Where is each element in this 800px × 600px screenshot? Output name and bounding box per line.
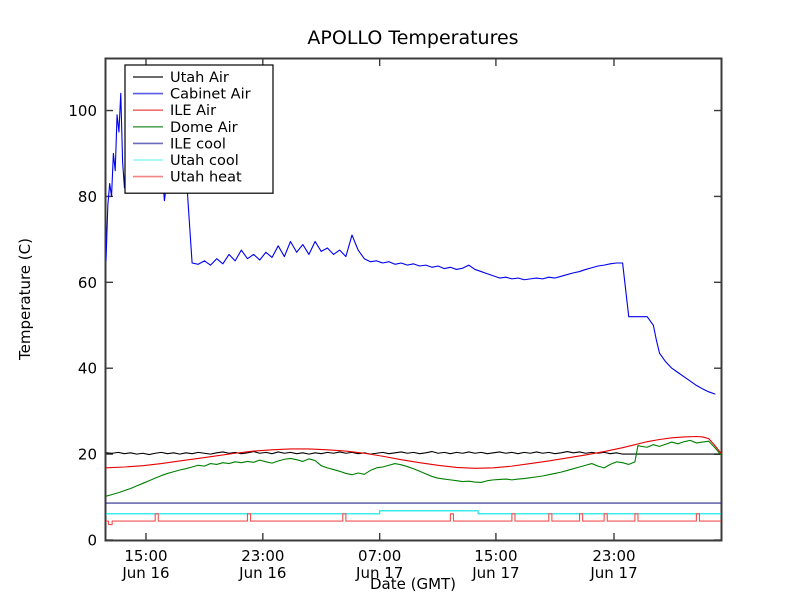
y-tick-label-1: 20 xyxy=(78,446,97,464)
legend-label: Utah Air xyxy=(170,70,229,86)
x-tick-label-time-2: 07:00 xyxy=(358,547,401,565)
legend-item-utah-air[interactable]: Utah Air xyxy=(133,70,229,86)
x-tick-label-date-3: Jun 17 xyxy=(471,564,519,582)
x-tick-label-date-1: Jun 16 xyxy=(238,564,286,582)
y-axis-label: Temperature (C) xyxy=(16,238,34,361)
x-tick-label-time-3: 15:00 xyxy=(474,547,517,565)
series-line-ile-air xyxy=(106,435,721,469)
legend-item-ile-cool[interactable]: ILE cool xyxy=(133,136,226,152)
y-tick-label-5: 100 xyxy=(68,102,97,120)
legend-label: Utah cool xyxy=(170,153,239,169)
x-tick-label-date-2: Jun 17 xyxy=(355,564,403,582)
x-tick-label-time-0: 15:00 xyxy=(124,547,167,565)
series-line-utah-heat xyxy=(106,513,721,526)
chart-title: APOLLO Temperatures xyxy=(307,27,518,49)
legend-label: ILE Air xyxy=(170,103,216,119)
x-tick-label-date-4: Jun 17 xyxy=(589,564,637,582)
plot-frame xyxy=(104,57,723,542)
legend-item-utah-heat[interactable]: Utah heat xyxy=(133,170,242,186)
y-tick-label-0: 0 xyxy=(87,532,97,550)
x-tick-label-date-0: Jun 16 xyxy=(121,564,169,582)
y-tick-label-2: 40 xyxy=(78,360,97,378)
legend-item-utah-cool[interactable]: Utah cool xyxy=(133,153,239,169)
legend-label: Cabinet Air xyxy=(170,87,251,103)
legend-label: Dome Air xyxy=(170,120,238,136)
legend-item-ile-air[interactable]: ILE Air xyxy=(133,103,216,119)
series-line-utah-air xyxy=(106,450,721,456)
y-tick-label-4: 80 xyxy=(78,188,97,206)
legend-background xyxy=(124,64,274,194)
legend-item-dome-air[interactable]: Dome Air xyxy=(133,120,238,136)
x-tick-label-time-1: 23:00 xyxy=(241,547,284,565)
legend-label: ILE cool xyxy=(170,136,226,152)
x-axis-label: Date (GMT) xyxy=(370,575,456,593)
series-line-dome-air xyxy=(106,439,721,497)
legend-label: Utah heat xyxy=(170,170,242,186)
y-tick-label-3: 60 xyxy=(78,274,97,292)
series-line-utah-cool xyxy=(106,510,721,515)
x-tick-label-time-4: 23:00 xyxy=(592,547,635,565)
legend-item-cabinet-air[interactable]: Cabinet Air xyxy=(133,87,251,103)
